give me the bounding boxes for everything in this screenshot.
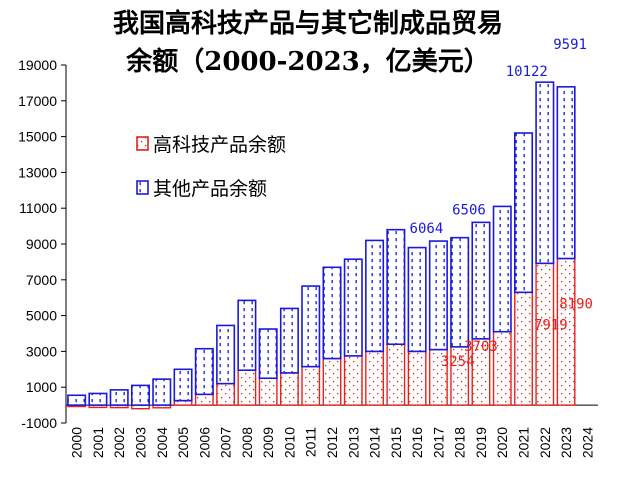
data-label: 8190 (559, 296, 593, 312)
x-tick-label: 2022 (537, 427, 553, 458)
y-tick-label: 1000 (26, 379, 57, 395)
bar-other (492, 205, 512, 333)
legend-swatch-other (136, 180, 149, 195)
legend-label-high-tech: 高科技产品余额 (153, 134, 286, 156)
y-tick-label: 5000 (26, 308, 57, 324)
x-tick-label: 2000 (69, 427, 85, 458)
x-tick-label: 2015 (388, 427, 404, 458)
data-label: 10122 (506, 64, 548, 80)
bar-high-tech (237, 369, 257, 406)
x-tick-label: 2013 (345, 427, 361, 458)
bar-high-tech (301, 365, 321, 406)
x-tick-label: 2002 (111, 427, 127, 458)
bar-other (322, 266, 342, 360)
x-tick-label: 2005 (175, 427, 191, 458)
x-tick-label: 2016 (409, 427, 425, 458)
bar-high-tech (343, 355, 363, 406)
bar-other (237, 299, 257, 371)
x-tick-label: 2019 (473, 427, 489, 458)
bar-other (88, 392, 108, 406)
bar-other (194, 347, 214, 396)
x-tick-label: 2023 (558, 427, 574, 458)
bar-high-tech (280, 372, 299, 406)
bar-other (365, 239, 385, 353)
bar-other (343, 258, 363, 357)
chart-title-line-2: 余额（2000-2023，亿美元） (125, 46, 490, 77)
bar-other (67, 394, 87, 406)
data-label: 3703 (464, 339, 498, 355)
y-tick-label: 7000 (26, 272, 57, 288)
x-tick-label: 2010 (281, 427, 297, 458)
x-tick-label: 2004 (154, 427, 170, 458)
bar-high-tech (365, 350, 384, 406)
x-tick-label: 2017 (430, 427, 446, 458)
y-tick-label: 17000 (18, 93, 57, 109)
x-tick-label: 2018 (452, 427, 468, 458)
x-tick-label: 2020 (494, 427, 510, 458)
y-tick-label: 19000 (18, 57, 57, 73)
y-tick-label: 3000 (26, 343, 57, 359)
y-tick-label: -1000 (21, 415, 57, 431)
bar-other (109, 389, 129, 406)
data-label: 6064 (410, 221, 444, 237)
x-tick-label: 2006 (196, 427, 212, 458)
y-tick-label: 15000 (18, 129, 57, 145)
x-tick-label: 2011 (303, 427, 319, 457)
bar-high-tech (194, 393, 214, 406)
x-tick-label: 2003 (132, 427, 148, 458)
bar-other (556, 86, 576, 260)
bar-high-tech (407, 350, 427, 406)
y-tick-label: 11000 (19, 200, 57, 216)
bar-high-tech (535, 262, 555, 406)
y-tick-label: 9000 (26, 236, 57, 252)
x-tick-label: 2007 (218, 427, 234, 458)
x-tick-label: 2021 (516, 427, 532, 458)
bar-other (279, 307, 299, 374)
bar-other (407, 246, 427, 353)
bar-other (386, 228, 406, 346)
legend: 高科技产品余额 其他产品余额 (136, 134, 286, 200)
data-label: 3254 (441, 354, 475, 370)
bar-high-tech (322, 357, 342, 406)
bar-other (535, 81, 555, 265)
bar-other (216, 324, 236, 385)
x-tick-label: 2001 (90, 427, 106, 458)
bar-high-tech (514, 291, 533, 406)
bar-high-tech (386, 343, 406, 406)
legend-swatch-high-tech (136, 136, 149, 151)
bar-high-tech (258, 377, 278, 406)
bar-other (152, 378, 172, 406)
bar-other (173, 368, 193, 402)
data-label: 9591 (553, 37, 587, 53)
legend-label-other: 其他产品余额 (153, 178, 267, 200)
bar-other (258, 328, 278, 380)
x-tick-label: 2009 (260, 427, 276, 458)
bar-other (450, 236, 470, 348)
bars (67, 81, 576, 410)
bar-other (513, 132, 534, 294)
x-tick-label: 2024 (579, 427, 595, 458)
data-label: 6506 (452, 202, 486, 218)
data-label: 7919 (534, 317, 568, 333)
y-tick-label: 13000 (18, 164, 57, 180)
bar-high-tech (216, 382, 236, 406)
x-tick-label: 2012 (324, 427, 340, 458)
bar-other (471, 221, 491, 340)
x-tick-label: 2014 (367, 427, 383, 458)
bar-other (428, 240, 448, 351)
bar-other (130, 384, 151, 406)
chart-title-line-1: 我国高科技产品与其它制成品贸易 (113, 8, 503, 39)
x-tick-label: 2008 (239, 427, 255, 458)
bar-other (301, 285, 321, 368)
